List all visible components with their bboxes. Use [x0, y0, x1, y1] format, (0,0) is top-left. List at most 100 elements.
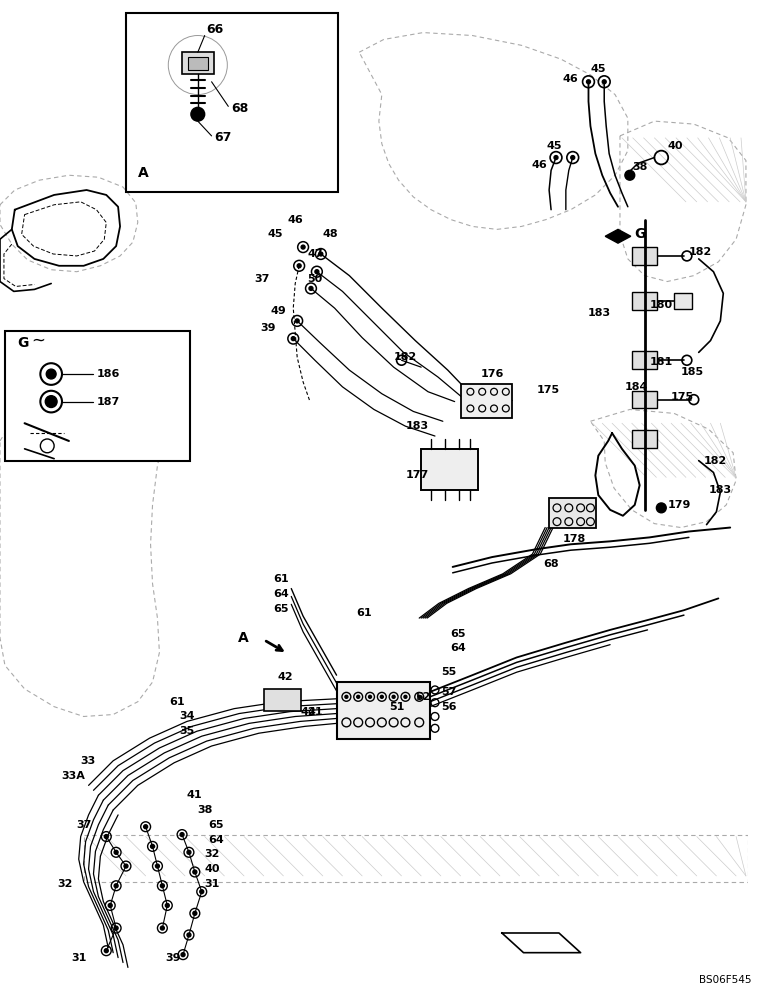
Text: G: G — [635, 227, 646, 241]
Circle shape — [187, 933, 191, 937]
Text: 37: 37 — [254, 274, 269, 284]
Text: 46: 46 — [563, 74, 578, 84]
Circle shape — [291, 337, 295, 341]
Text: 47: 47 — [307, 249, 323, 259]
Circle shape — [114, 884, 118, 888]
Bar — [188, 57, 207, 70]
Text: 38: 38 — [633, 162, 648, 172]
Text: 185: 185 — [681, 367, 704, 377]
Text: 45: 45 — [546, 141, 562, 151]
Circle shape — [114, 926, 118, 930]
Circle shape — [345, 695, 348, 698]
Circle shape — [124, 864, 128, 868]
Text: 175: 175 — [671, 392, 695, 402]
Text: BS06F545: BS06F545 — [698, 975, 751, 985]
Circle shape — [108, 903, 112, 907]
Text: 56: 56 — [441, 702, 456, 712]
Circle shape — [104, 949, 108, 953]
Text: 183: 183 — [587, 308, 610, 318]
Text: 182: 182 — [704, 456, 727, 466]
Text: 64: 64 — [274, 589, 290, 599]
Text: 33A: 33A — [61, 771, 85, 781]
Text: 65: 65 — [274, 604, 289, 614]
Text: 177: 177 — [405, 470, 429, 480]
Circle shape — [625, 170, 635, 180]
Circle shape — [297, 264, 301, 268]
Text: 181: 181 — [650, 357, 673, 367]
Polygon shape — [605, 229, 631, 243]
Text: 186: 186 — [97, 369, 120, 379]
Bar — [5, 331, 190, 461]
Text: 39: 39 — [261, 323, 277, 333]
Text: 31: 31 — [204, 879, 220, 889]
Circle shape — [156, 864, 160, 868]
Text: 33: 33 — [81, 756, 96, 766]
Circle shape — [180, 833, 184, 837]
Circle shape — [369, 695, 372, 698]
Text: 37: 37 — [77, 820, 92, 830]
Circle shape — [319, 252, 323, 256]
Circle shape — [657, 503, 667, 513]
Text: 55: 55 — [441, 667, 456, 677]
Bar — [182, 52, 214, 74]
Text: 57: 57 — [441, 687, 456, 697]
Circle shape — [187, 850, 191, 854]
Text: 182: 182 — [689, 247, 712, 257]
Circle shape — [309, 286, 313, 290]
Circle shape — [380, 695, 383, 698]
Text: 42: 42 — [300, 707, 315, 717]
Circle shape — [404, 695, 407, 698]
Circle shape — [193, 911, 197, 915]
Text: 183: 183 — [708, 485, 732, 495]
Text: 65: 65 — [451, 629, 466, 639]
Bar — [632, 247, 657, 265]
Circle shape — [144, 825, 147, 829]
Bar — [632, 430, 657, 448]
Bar — [337, 682, 430, 739]
Text: 46: 46 — [531, 160, 547, 170]
Bar — [264, 689, 301, 711]
Text: 52: 52 — [415, 692, 431, 702]
Circle shape — [160, 884, 164, 888]
Text: 178: 178 — [563, 534, 586, 544]
Text: 31: 31 — [71, 953, 86, 963]
Text: 32: 32 — [204, 849, 220, 859]
Bar — [126, 13, 337, 192]
Text: 66: 66 — [207, 23, 224, 36]
Text: 176: 176 — [480, 369, 504, 379]
Text: 184: 184 — [625, 382, 648, 392]
Text: 51: 51 — [388, 702, 404, 712]
Circle shape — [554, 156, 558, 160]
Circle shape — [301, 245, 305, 249]
Circle shape — [418, 695, 421, 698]
Text: A: A — [238, 631, 249, 645]
Text: 187: 187 — [97, 397, 119, 407]
Circle shape — [46, 396, 57, 407]
Text: 45: 45 — [591, 64, 606, 74]
Text: 65: 65 — [209, 820, 224, 830]
Circle shape — [104, 835, 108, 839]
Circle shape — [315, 270, 319, 274]
Circle shape — [181, 953, 185, 957]
Text: 61: 61 — [274, 574, 290, 584]
Bar — [674, 293, 692, 309]
Circle shape — [193, 870, 197, 874]
Text: 179: 179 — [667, 500, 691, 510]
Text: 175: 175 — [537, 385, 559, 395]
Circle shape — [166, 903, 169, 907]
Text: 180: 180 — [650, 300, 673, 310]
Circle shape — [150, 844, 154, 848]
Bar — [632, 391, 657, 408]
Circle shape — [571, 156, 575, 160]
Circle shape — [114, 850, 118, 854]
Text: 40: 40 — [204, 864, 220, 874]
Text: 64: 64 — [451, 643, 467, 653]
Text: 50: 50 — [307, 274, 322, 284]
Text: 35: 35 — [179, 726, 195, 736]
Bar — [549, 498, 597, 528]
Text: 32: 32 — [57, 879, 72, 889]
Text: A: A — [138, 166, 148, 180]
Circle shape — [200, 890, 204, 894]
Text: 41: 41 — [307, 707, 323, 717]
Circle shape — [602, 80, 606, 84]
